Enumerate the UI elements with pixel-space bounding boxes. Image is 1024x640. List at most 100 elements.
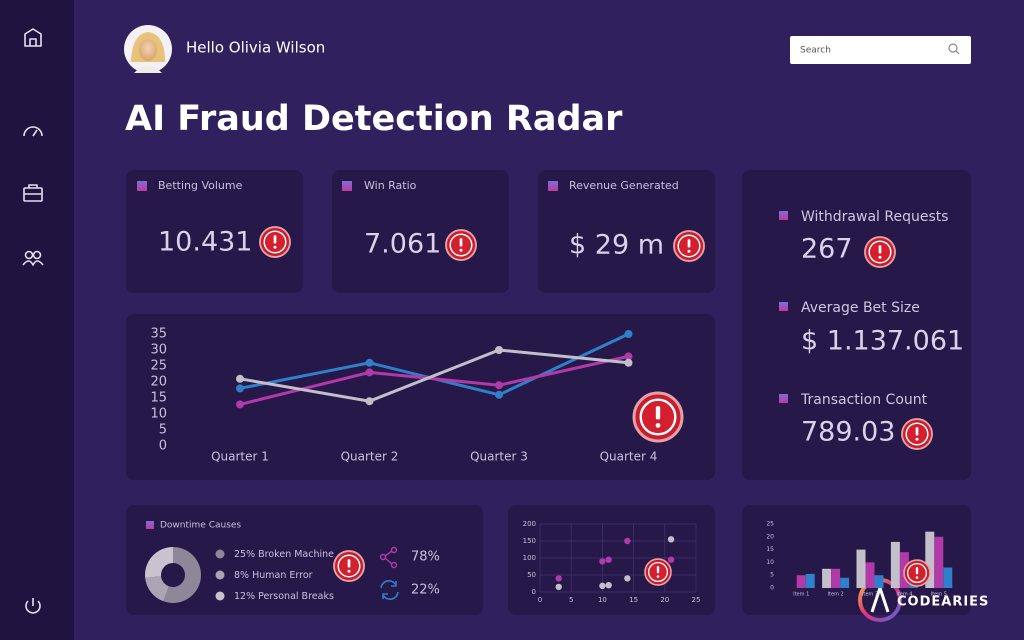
bar: [925, 531, 935, 588]
alert-icon: [445, 229, 477, 261]
kpi-icon: [548, 181, 558, 191]
legend-dot: [215, 591, 225, 601]
point: [624, 358, 633, 367]
stat-icon: [779, 394, 788, 403]
alert-bar: [459, 238, 463, 247]
x-tick-label: 10: [598, 596, 607, 604]
legend-label: 12% Personal Breaks: [234, 591, 334, 602]
point: [236, 400, 244, 409]
stat-value: $ 1.137.061: [801, 326, 964, 357]
bar: [865, 562, 875, 588]
sync-icon: [380, 580, 399, 600]
stat-icon: [779, 211, 788, 220]
dashboard-icon[interactable]: [23, 126, 43, 137]
bar: [805, 573, 815, 588]
x-tick-label: Item 3: [862, 592, 878, 598]
stat-percent: 22%: [411, 583, 440, 598]
point: [495, 381, 503, 390]
bar: [831, 568, 841, 588]
kpi-label: Betting Volume: [158, 179, 243, 192]
kpi-value: 10.431: [158, 227, 252, 258]
x-tick-label: Quarter 1: [211, 450, 269, 464]
line-series: [239, 348, 629, 403]
alert-dot: [687, 249, 691, 253]
power-icon[interactable]: [25, 598, 41, 614]
alert-icon: [644, 558, 672, 586]
scatter-point: [624, 537, 631, 545]
briefcase-icon[interactable]: [23, 184, 43, 202]
pie-slice: [163, 547, 201, 603]
legend-value: 8%: [234, 570, 249, 581]
alert-icon: [673, 230, 705, 262]
pie-slice: [145, 547, 173, 578]
bar: [856, 549, 866, 588]
alert-icon: [632, 391, 684, 443]
x-tick-label: 5: [569, 596, 573, 604]
alert-dot: [655, 423, 661, 428]
alert-bar: [347, 559, 351, 568]
kpi-card: [332, 170, 509, 293]
y-tick-label: 50: [527, 571, 536, 579]
scatter-point: [667, 556, 675, 563]
point: [624, 330, 633, 338]
point: [495, 346, 503, 354]
y-tick-label: 0: [770, 585, 774, 592]
bar: [840, 577, 850, 588]
scatter-point: [599, 558, 606, 565]
bar: [822, 568, 832, 588]
y-tick-label: 5: [770, 572, 774, 579]
alert-bar: [656, 566, 660, 574]
stat-label: Transaction Count: [800, 392, 928, 408]
bar: [890, 541, 900, 588]
x-tick-label: Quarter 3: [470, 450, 528, 464]
y-tick-label: 15: [766, 546, 774, 553]
kpi-card: [538, 170, 715, 293]
scatter-point: [555, 583, 562, 591]
alert-bar: [878, 245, 882, 254]
page-title: AI Fraud Detection Radar: [125, 99, 623, 139]
users-icon[interactable]: [22, 250, 44, 266]
legend-value: 12%: [234, 591, 255, 602]
x-tick-label: Quarter 2: [341, 450, 399, 464]
cards: [126, 170, 971, 615]
greeting: Hello Olivia Wilson: [186, 39, 325, 57]
y-tick-label: 0: [159, 439, 167, 454]
home-icon[interactable]: [24, 28, 42, 47]
point: [365, 368, 374, 377]
legend-label: 8% Human Error: [234, 570, 313, 581]
alert-bar: [915, 427, 919, 436]
legend-category: Personal Breaks: [258, 591, 334, 602]
alert-icon: [864, 236, 896, 268]
scatter-point: [605, 556, 612, 563]
alert-bar: [915, 567, 919, 575]
alert-icon: [903, 559, 931, 587]
search-box[interactable]: [790, 36, 971, 64]
legend-category: Broken Machine: [258, 549, 334, 560]
chart-icon: [146, 521, 154, 529]
stat-percent: 78%: [411, 550, 440, 565]
avatar[interactable]: [124, 25, 172, 73]
alert-icon: [333, 550, 365, 582]
downtime-card: [126, 505, 483, 615]
kpi-icon: [342, 181, 352, 191]
search-icon[interactable]: [948, 43, 960, 55]
y-tick-label: 20: [766, 533, 774, 540]
scatter-point: [605, 582, 612, 589]
x-tick-label: 20: [660, 596, 669, 604]
y-tick-label: 10: [766, 559, 774, 566]
kpi-icon: [137, 181, 147, 191]
stat-icon: [779, 302, 788, 311]
alert-bar: [687, 239, 691, 248]
alert-icon: [259, 226, 291, 258]
y-tick-label: 20: [150, 375, 167, 390]
bar: [796, 575, 806, 588]
x-tick-label: 15: [629, 596, 638, 604]
x-tick-label: Item 1: [793, 592, 809, 598]
chart-title: Downtime Causes: [160, 521, 241, 531]
y-tick-label: 150: [523, 537, 536, 545]
alert-icon: [901, 418, 933, 450]
alert-dot: [273, 245, 277, 249]
kpi-label: Revenue Generated: [569, 179, 679, 192]
